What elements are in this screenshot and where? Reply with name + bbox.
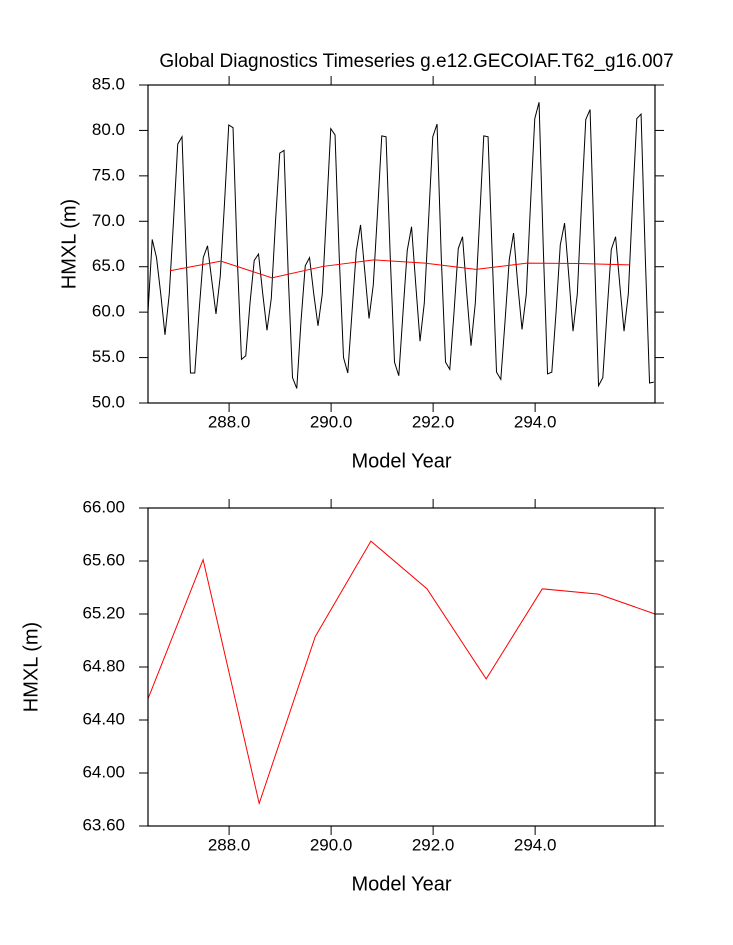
y-tick-label: 65.0 xyxy=(92,256,125,275)
y-axis-label: HMXL (m) xyxy=(58,199,80,289)
y-tick-label: 64.80 xyxy=(82,656,125,675)
plot-frame xyxy=(147,507,656,827)
x-tick-label: 292.0 xyxy=(412,412,455,431)
x-tick-label: 290.0 xyxy=(310,835,353,854)
data-line xyxy=(147,540,656,806)
y-tick-label: 63.60 xyxy=(82,815,125,834)
y-tick-label: 65.20 xyxy=(82,603,125,622)
x-tick-label: 294.0 xyxy=(514,835,557,854)
plot-frame xyxy=(147,84,656,404)
x-tick-label: 288.0 xyxy=(208,412,251,431)
y-tick-label: 64.00 xyxy=(82,762,125,781)
y-tick-label: 50.0 xyxy=(92,392,125,411)
data-line xyxy=(147,102,654,389)
x-axis-label: Model Year xyxy=(351,450,451,472)
x-tick-label: 290.0 xyxy=(310,412,353,431)
data-line xyxy=(169,259,630,279)
chart-title: Global Diagnostics Timeseries g.e12.GECO… xyxy=(159,51,673,72)
y-tick-label: 80.0 xyxy=(92,120,125,139)
y-tick-label: 75.0 xyxy=(92,165,125,184)
y-axis-label: HMXL (m) xyxy=(20,622,42,712)
x-tick-label: 294.0 xyxy=(514,412,557,431)
y-tick-label: 55.0 xyxy=(92,347,125,366)
y-tick-label: 66.00 xyxy=(82,497,125,516)
y-tick-label: 64.40 xyxy=(82,709,125,728)
y-tick-label: 65.60 xyxy=(82,550,125,569)
y-tick-label: 70.0 xyxy=(92,211,125,230)
x-tick-label: 292.0 xyxy=(412,835,455,854)
y-tick-label: 85.0 xyxy=(92,74,125,93)
y-tick-label: 60.0 xyxy=(92,302,125,321)
x-tick-label: 288.0 xyxy=(208,835,251,854)
x-axis-label: Model Year xyxy=(351,873,451,895)
